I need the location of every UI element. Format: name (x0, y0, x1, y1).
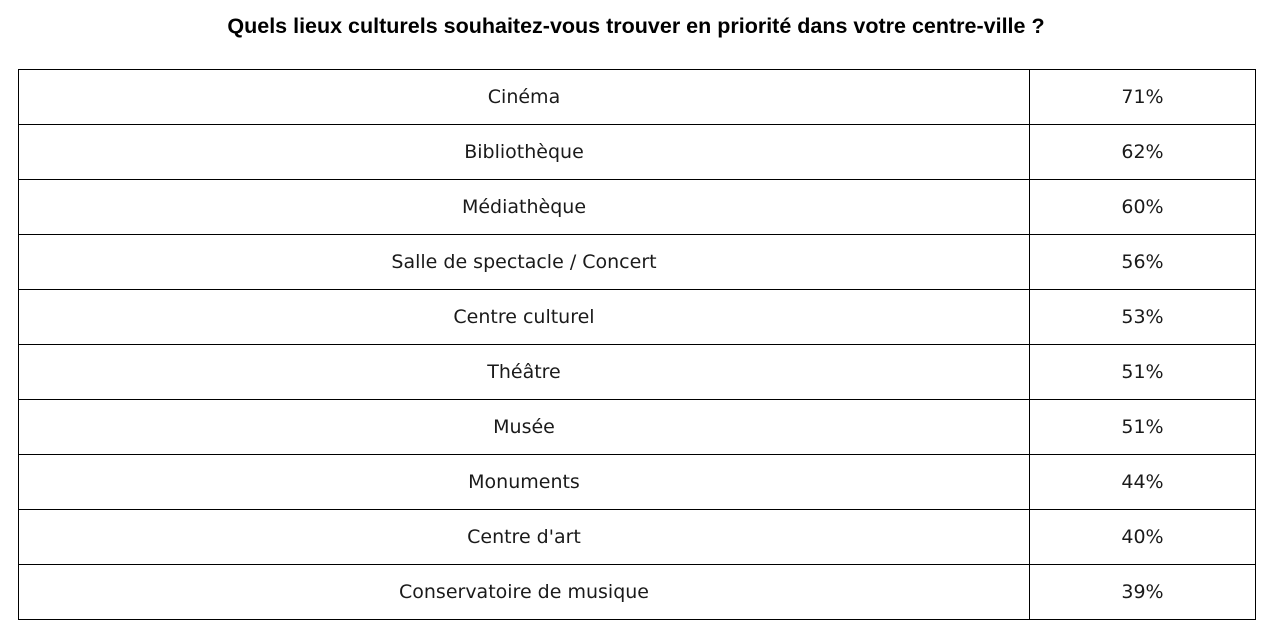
row-label: Médiathèque (18, 179, 1030, 235)
row-value: 71% (1029, 69, 1256, 125)
row-value: 53% (1029, 289, 1256, 345)
table-row: Musée 51% (18, 399, 1256, 455)
row-value: 44% (1029, 454, 1256, 510)
row-value: 39% (1029, 564, 1256, 620)
data-table: Cinéma 71% Bibliothèque 62% Médiathèque 60% Sa… (18, 69, 1256, 620)
row-label: Monuments (18, 454, 1030, 510)
row-label: Cinéma (18, 69, 1030, 125)
row-label: Salle de spectacle / Concert (18, 234, 1030, 290)
row-label: Centre culturel (18, 289, 1030, 345)
table-row: Centre culturel 53% (18, 289, 1256, 345)
table-row: Bibliothèque 62% (18, 124, 1256, 180)
table-row: Salle de spectacle / Concert 56% (18, 234, 1256, 290)
table-row: Médiathèque 60% (18, 179, 1256, 235)
row-value: 40% (1029, 509, 1256, 565)
row-label: Centre d'art (18, 509, 1030, 565)
row-label: Bibliothèque (18, 124, 1030, 180)
table-row: Cinéma 71% (18, 69, 1256, 125)
row-value: 56% (1029, 234, 1256, 290)
row-value: 51% (1029, 399, 1256, 455)
table-row: Conservatoire de musique 39% (18, 564, 1256, 620)
row-value: 51% (1029, 344, 1256, 400)
table-body: Cinéma 71% Bibliothèque 62% Médiathèque 60% Sa… (18, 69, 1256, 620)
row-value: 60% (1029, 179, 1256, 235)
row-value: 62% (1029, 124, 1256, 180)
table-row: Centre d'art 40% (18, 509, 1256, 565)
table-row: Théâtre 51% (18, 344, 1256, 400)
chart-title: Quels lieux culturels souhaitez-vous tro… (227, 14, 1045, 38)
table-row: Monuments 44% (18, 454, 1256, 510)
row-label: Théâtre (18, 344, 1030, 400)
row-label: Conservatoire de musique (18, 564, 1030, 620)
row-label: Musée (18, 399, 1030, 455)
